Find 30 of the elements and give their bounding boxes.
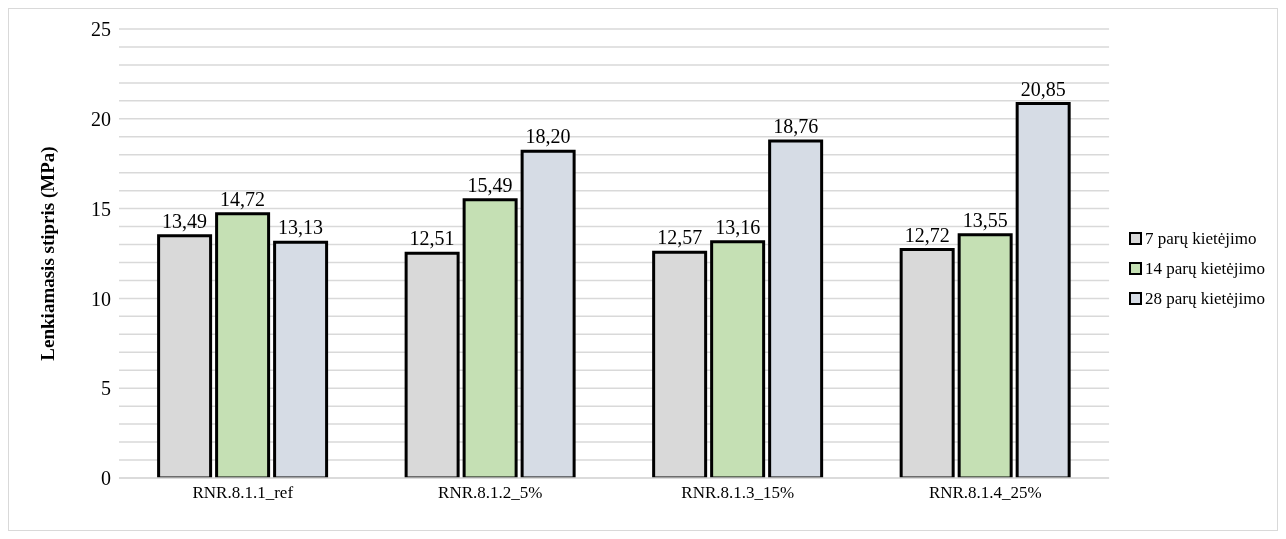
- data-label: 12,57: [657, 226, 703, 249]
- bar: [710, 240, 766, 478]
- legend-label: 28 parų kietėjimo: [1145, 288, 1265, 309]
- data-label: 13,49: [162, 209, 208, 232]
- y-tick-label: 20: [91, 107, 111, 130]
- y-axis-title: Lenkiamasis stipris (MPa): [36, 146, 59, 361]
- x-tick-label: RNR.8.1.2_5%: [438, 483, 543, 503]
- x-tick-label: RNR.8.1.4_25%: [928, 483, 1042, 503]
- data-label: 12,51: [409, 227, 455, 250]
- data-label: 13,13: [278, 216, 324, 239]
- data-label: 20,85: [1020, 77, 1066, 100]
- data-label: 13,16: [715, 215, 761, 238]
- legend-label: 7 parų kietėjimo: [1145, 228, 1257, 249]
- y-tick-label: 0: [101, 467, 111, 490]
- x-tick-label: RNR.8.1.1_ref: [192, 483, 294, 503]
- data-label: 13,55: [962, 208, 1008, 231]
- x-tick-label: RNR.8.1.3_15%: [681, 483, 795, 503]
- y-tick-label: 5: [101, 377, 111, 400]
- bar: [957, 233, 1013, 478]
- data-label: 18,76: [773, 115, 819, 138]
- data-label: 14,72: [220, 187, 266, 210]
- y-tick-label: 25: [91, 18, 111, 41]
- data-label: 12,72: [904, 223, 950, 246]
- data-label: 15,49: [467, 173, 513, 196]
- bar: [215, 212, 271, 478]
- legend-label: 14 parų kietėjimo: [1145, 258, 1265, 279]
- y-tick-label: 15: [91, 197, 111, 220]
- data-label: 18,20: [525, 125, 571, 148]
- bar: [462, 198, 518, 478]
- y-tick-label: 10: [91, 287, 111, 310]
